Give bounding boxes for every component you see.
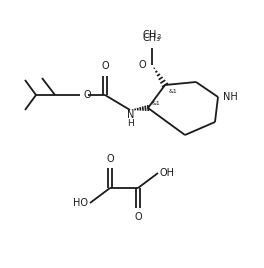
Text: OH: OH [160,168,175,178]
Text: &1: &1 [152,101,161,106]
Text: O: O [106,154,114,164]
Text: N: N [127,110,135,120]
Text: O: O [101,61,109,71]
Text: CH$_3$: CH$_3$ [142,28,162,42]
Text: O: O [134,212,142,222]
Text: O: O [84,90,92,100]
Text: H: H [128,118,134,128]
Text: &1: &1 [169,89,178,94]
Text: CH₃: CH₃ [143,33,161,43]
Text: HO: HO [73,198,88,208]
Text: NH: NH [223,92,238,102]
Text: O: O [138,60,146,70]
